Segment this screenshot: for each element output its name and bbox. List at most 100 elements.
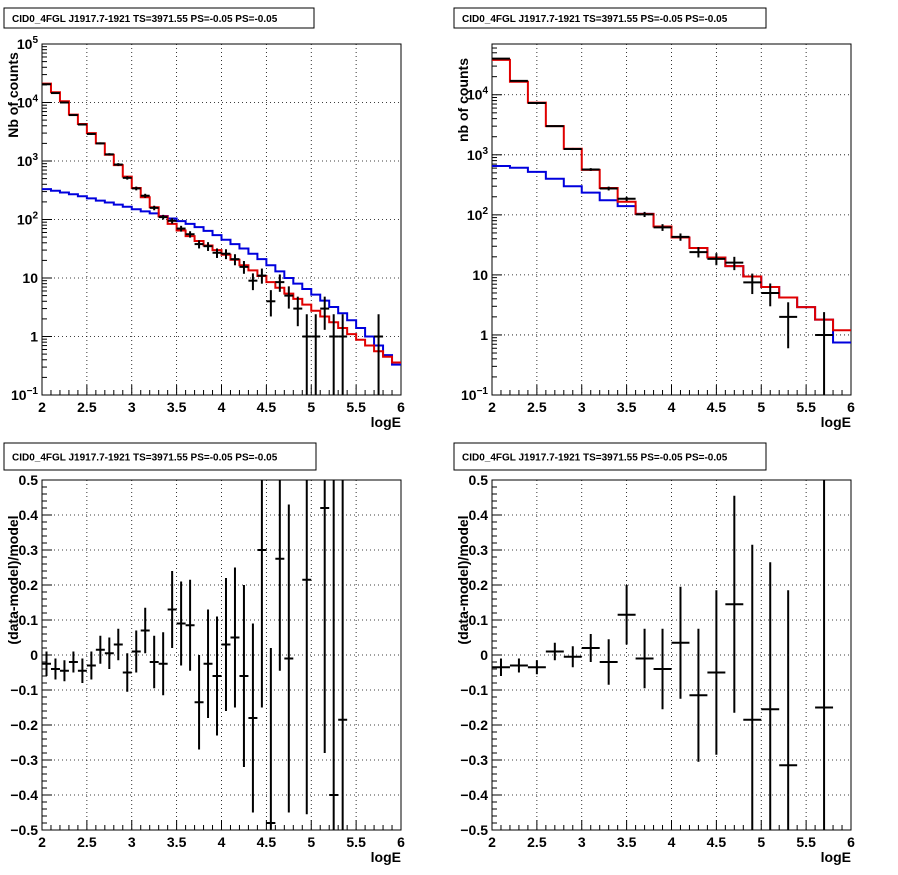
x-tick-label: 3.5 — [617, 834, 637, 850]
y-tick-base: 10 — [11, 387, 27, 403]
residual-point — [671, 586, 690, 699]
data-point — [707, 253, 726, 266]
residual-point — [50, 658, 60, 680]
data-point — [545, 125, 564, 128]
y-tick-base: 1 — [480, 327, 488, 343]
data-point — [329, 314, 339, 395]
y-tick-base: 10 — [17, 212, 33, 228]
x-tick-label: 2.5 — [527, 834, 547, 850]
residual-point — [779, 590, 798, 830]
data-point — [104, 153, 114, 156]
y-tick-label: 0.2 — [19, 577, 39, 593]
y-tick-label: −0.1 — [10, 682, 38, 698]
counts-chart-right: CID0_4FGL J1917.7-1921 TS=3971.55 PS=-0.… — [453, 7, 855, 430]
residual-point — [338, 480, 348, 830]
residual-point — [194, 655, 204, 750]
y-tick-label: 0.5 — [19, 472, 39, 488]
data-point — [374, 314, 384, 395]
x-tick-label: 4.5 — [707, 399, 727, 415]
y-tick-label: 0.4 — [469, 507, 489, 523]
y-tick-label: 104 — [467, 86, 489, 103]
x-tick-label: 5 — [757, 399, 765, 415]
x-tick-label: 5.5 — [796, 834, 816, 850]
residual-point — [239, 585, 249, 767]
x-tick-label: 5 — [307, 399, 315, 415]
residual-point — [230, 567, 240, 708]
data-point — [185, 231, 195, 238]
x-tick-label: 4 — [218, 399, 226, 415]
data-point — [77, 123, 87, 126]
y-tick-exponent: 5 — [32, 35, 38, 46]
y-tick-label: 102 — [17, 211, 39, 228]
residuals-chart-right: CID0_4FGL J1917.7-1921 TS=3971.55 PS=-0.… — [453, 442, 855, 865]
data-point — [266, 290, 276, 317]
y-tick-base: 10 — [22, 270, 38, 286]
chart-title: CID0_4FGL J1917.7-1921 TS=3971.55 PS=-0.… — [462, 14, 728, 25]
residuals-chart-left: CID0_4FGL J1917.7-1921 TS=3971.55 PS=-0.… — [3, 442, 405, 865]
x-tick-label: 2.5 — [77, 399, 97, 415]
residual-point — [131, 630, 141, 673]
residual-point — [635, 628, 654, 689]
residual-point — [68, 651, 78, 673]
residual-point — [617, 585, 636, 645]
data-point — [509, 79, 528, 82]
data-point — [563, 147, 582, 151]
x-tick-label: 2.5 — [77, 834, 97, 850]
y-tick-exponent: 2 — [482, 206, 488, 217]
y-tick-base: 10 — [17, 36, 33, 52]
y-axis: −0.5 −0.4 −0.3 −0.2 −0.1 0 0.1 0.2 0.3 0.4 0.5 (dat… — [455, 472, 502, 838]
residual-point — [113, 628, 123, 661]
y-tick-label: 102 — [467, 206, 489, 223]
y-tick-label: −0.3 — [460, 752, 488, 768]
data-point — [617, 196, 636, 202]
residual-point — [320, 480, 330, 753]
y-axis-label: Nb of counts — [5, 52, 21, 138]
data-point — [302, 314, 312, 395]
x-tick-label: 2 — [488, 834, 496, 850]
y-tick-base: 10 — [17, 95, 33, 111]
x-tick-label: 3.5 — [167, 834, 187, 850]
y-tick-label: 103 — [17, 152, 39, 169]
x-tick-label: 5 — [307, 834, 315, 850]
y-tick-base: 10 — [467, 87, 483, 103]
residual-point — [59, 660, 69, 682]
residual-point — [653, 628, 672, 710]
x-tick-label: 2 — [488, 399, 496, 415]
y-tick-label: 103 — [467, 146, 489, 163]
y-tick-exponent: 4 — [32, 94, 38, 105]
chart-title: CID0_4FGL J1917.7-1921 TS=3971.55 PS=-0.… — [12, 14, 278, 25]
data-point — [95, 142, 105, 145]
y-tick-base: 10 — [472, 267, 488, 283]
data-point — [248, 273, 258, 291]
data-point — [212, 248, 222, 258]
data-point — [167, 218, 177, 224]
data-point — [275, 274, 285, 292]
x-tick-label: 4.5 — [257, 399, 277, 415]
data-point — [203, 242, 213, 251]
residual-point — [167, 571, 177, 648]
x-tick-label: 5.5 — [346, 834, 366, 850]
y-tick-label: 10−1 — [11, 386, 38, 403]
data-point — [293, 296, 303, 327]
residual-point — [140, 607, 150, 654]
y-tick-label: 1 — [30, 329, 38, 345]
residual-point — [95, 635, 105, 664]
y-tick-label: −0.1 — [460, 682, 488, 698]
y-tick-label: −0.3 — [10, 752, 38, 768]
data-point — [50, 92, 60, 95]
data-point — [689, 247, 708, 258]
data-point — [761, 283, 780, 307]
data-point — [230, 254, 240, 266]
x-tick-label: 3.5 — [167, 399, 187, 415]
y-tick-label: 0.2 — [469, 577, 489, 593]
data-point — [815, 312, 834, 395]
data-points — [492, 57, 834, 395]
residual-point — [122, 653, 132, 692]
y-tick-exponent: 4 — [482, 86, 488, 97]
residual-point — [104, 637, 114, 669]
x-tick-label: 3.5 — [617, 399, 637, 415]
